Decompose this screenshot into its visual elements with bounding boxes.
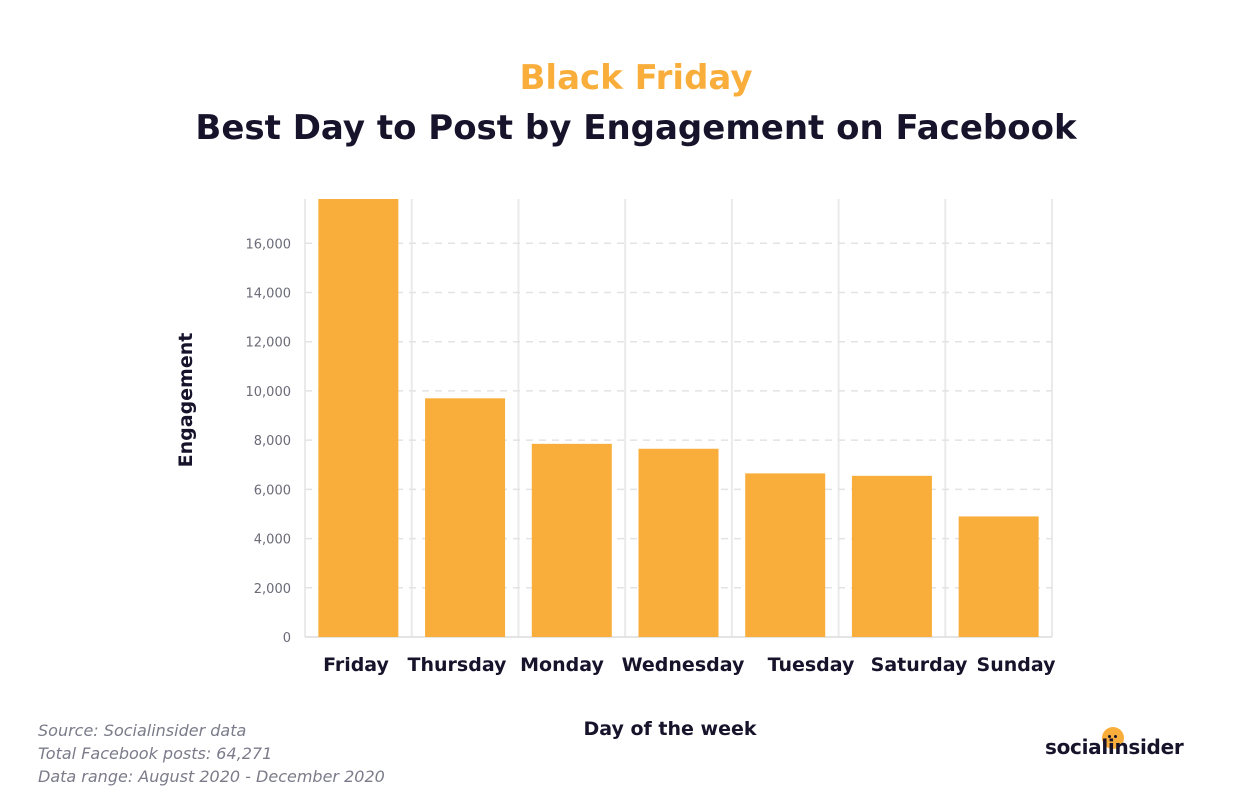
bar bbox=[638, 448, 719, 637]
y-tick-label: 12,000 bbox=[246, 336, 292, 351]
y-tick-label: 2,000 bbox=[254, 582, 291, 597]
x-tick-label: Tuesday bbox=[768, 654, 855, 676]
bar bbox=[851, 475, 932, 637]
y-tick-label: 4,000 bbox=[254, 533, 291, 548]
x-tick-label: Friday bbox=[323, 654, 389, 676]
x-tick-label: Wednesday bbox=[622, 654, 745, 676]
x-tick-label: Monday bbox=[520, 654, 604, 676]
y-axis-label: Engagement bbox=[175, 332, 197, 468]
source-note: Source: Socialinsider data Total Faceboo… bbox=[38, 719, 385, 788]
bar bbox=[318, 199, 399, 637]
x-tick-label: Sunday bbox=[977, 654, 1057, 676]
chart-title: Black Friday bbox=[519, 58, 753, 98]
x-tick-label: Thursday bbox=[408, 654, 508, 676]
y-tick-label: 10,000 bbox=[246, 385, 292, 400]
y-tick-label: 0 bbox=[283, 631, 291, 646]
x-axis-label: Day of the week bbox=[583, 718, 757, 740]
bar bbox=[531, 443, 612, 637]
socialinsider-logo-icon bbox=[1102, 727, 1124, 749]
y-ticks: 0 2,000 4,000 6,000 8,000 10,000 12,000 14,000 1… bbox=[246, 237, 292, 646]
y-tick-label: 16,000 bbox=[246, 237, 292, 252]
x-ticks: Friday Thursday Monday Wednesday Tuesday Satu… bbox=[323, 654, 1056, 676]
bar bbox=[958, 516, 1039, 637]
posts-line: Total Facebook posts: 64,271 bbox=[38, 744, 273, 763]
source-line: Source: Socialinsider data bbox=[38, 721, 247, 740]
bar bbox=[745, 473, 826, 637]
range-line: Data range: August 2020 - December 2020 bbox=[38, 767, 385, 786]
y-tick-label: 6,000 bbox=[254, 483, 291, 498]
x-tick-label: Saturday bbox=[871, 654, 968, 676]
y-tick-label: 14,000 bbox=[246, 287, 292, 302]
y-tick-label: 8,000 bbox=[254, 434, 291, 449]
bar bbox=[425, 398, 506, 637]
brand-name: socialinsider bbox=[1045, 735, 1184, 759]
chart-subtitle: Best Day to Post by Engagement on Facebo… bbox=[195, 108, 1077, 148]
bars-layer bbox=[318, 199, 1039, 637]
